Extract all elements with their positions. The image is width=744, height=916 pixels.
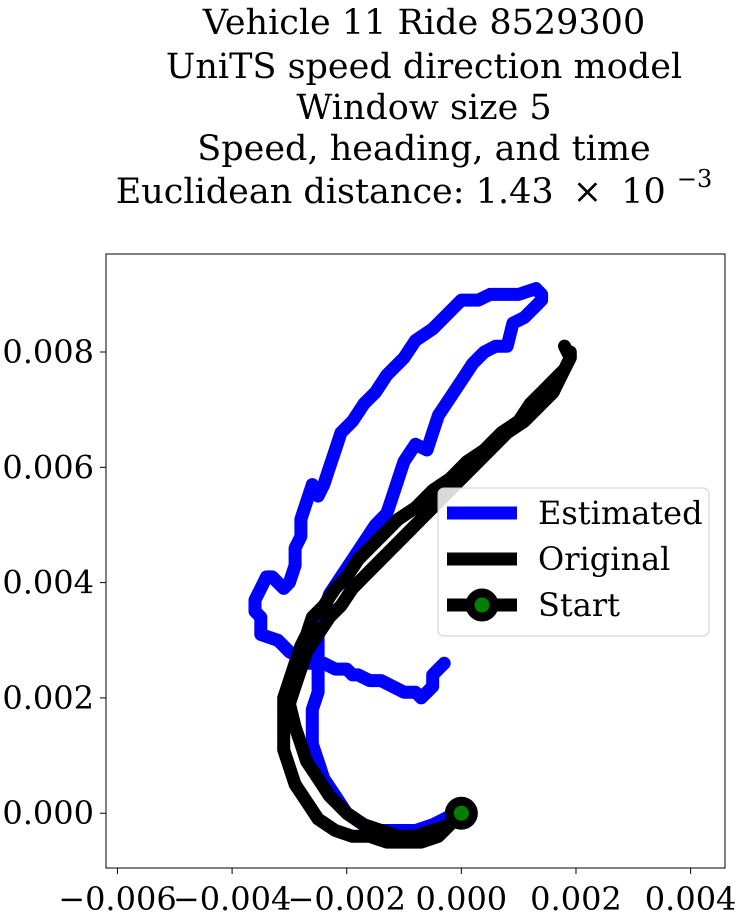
legend-label: Estimated [538,494,703,532]
title-line-2: UniTS speed direction model [166,47,682,87]
title-line-1: Vehicle 11 Ride 8529300 [202,3,645,43]
x-tick-label: 0.000 [416,880,508,916]
plot-frame [105,253,726,869]
legend-marker [465,588,499,622]
title-distance-prefix: Euclidean distance: 1.43 [116,172,554,212]
x-tick-label: 0.004 [645,880,737,916]
title-distance-exponent: −3 [677,165,712,193]
chart-title: Vehicle 11 Ride 8529300 UniTS speed dire… [116,3,713,212]
y-tick-label: 0.008 [2,333,94,371]
x-tick-label: −0.002 [288,880,406,916]
title-distance-base: 10 [621,172,666,212]
start-marker [444,796,478,830]
title-line-3: Window size 5 [296,88,551,128]
legend-label: Original [538,540,670,578]
legend-item-estimated: Estimated [447,494,703,532]
y-tick-label: 0.000 [2,794,94,832]
title-line-5: Euclidean distance: 1.43 × 10 −3 [116,165,713,212]
title-line-4: Speed, heading, and time [197,129,650,169]
plot-area [105,253,726,869]
series-layer [248,282,577,849]
start-layer [444,796,478,830]
title-distance-times: × [573,172,602,212]
x-tick-label: −0.004 [173,880,291,916]
x-tick-label: 0.002 [530,880,622,916]
legend: Estimated Original Start [437,487,710,637]
y-tick-label: 0.002 [2,679,94,717]
y-tick-label: 0.006 [2,448,94,486]
legend-item-start: Start [447,586,620,624]
legend-item-original: Original [447,540,670,578]
series-line-original [277,339,577,849]
y-axis: 0.000 0.002 0.004 0.006 0.008 [2,333,106,832]
y-tick-label: 0.004 [2,564,94,602]
x-tick-label: −0.006 [58,880,176,916]
legend-label: Start [538,586,620,624]
x-axis: −0.006−0.004−0.002 0.000 0.002 0.004 [58,868,736,916]
series-line-estimated [248,282,549,837]
